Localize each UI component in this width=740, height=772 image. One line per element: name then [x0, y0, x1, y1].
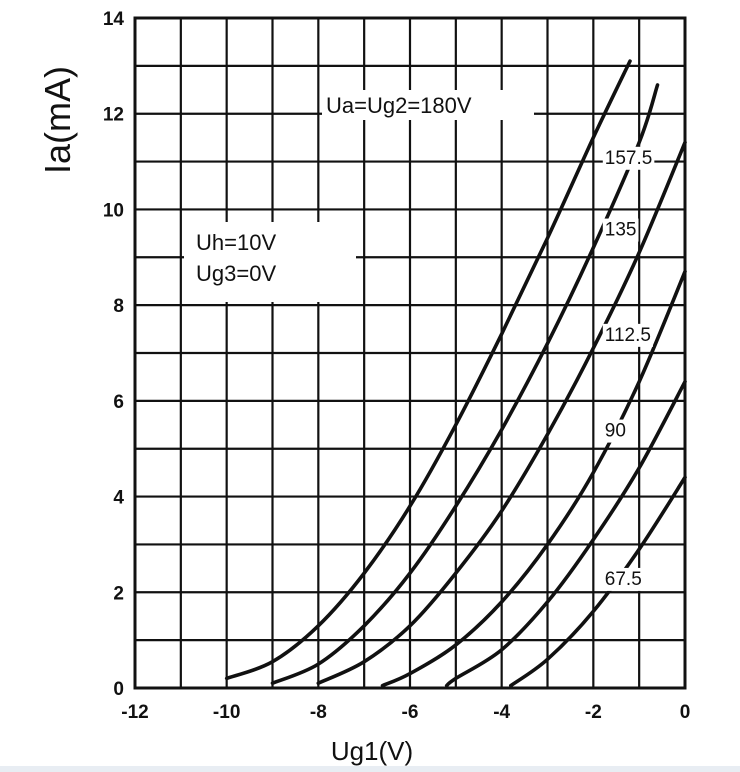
chart-grid — [133, 16, 687, 690]
y-tick-label: 12 — [103, 105, 124, 126]
series-curve — [224, 59, 632, 681]
series-curve — [380, 269, 687, 688]
annotation-supply: Ua=Ug2=180V — [326, 93, 472, 118]
x-tick-label: -6 — [402, 702, 419, 723]
x-tick-label: -4 — [493, 702, 510, 723]
y-tick-label: 6 — [113, 392, 124, 413]
y-tick-label: 2 — [113, 583, 124, 604]
annotation-box-supply: Ua=Ug2=180V — [322, 90, 534, 120]
series-label-background — [602, 146, 655, 170]
series-label-background — [602, 218, 639, 242]
x-tick-label: -12 — [121, 702, 148, 723]
y-tick-label: 0 — [113, 679, 124, 700]
x-tick-label: -2 — [585, 702, 602, 723]
series-curve — [509, 475, 687, 688]
x-tick-label: -10 — [213, 702, 240, 723]
x-tick-label: 0 — [680, 702, 691, 723]
series-label: 90 — [605, 421, 626, 442]
y-tick-label: 10 — [103, 200, 124, 221]
y-tick-label: 8 — [113, 296, 124, 317]
series-label: 135 — [605, 220, 637, 241]
plot-frame — [133, 16, 687, 690]
annotation-g3: Ug3=0V — [196, 261, 276, 286]
series-label-background — [602, 567, 644, 591]
x-axis-title: Ug1(V) — [331, 736, 413, 766]
chart-tick-labels: -12 -10 -8 -6 -4 -2 0 0 2 4 6 8 10 12 14 — [103, 9, 690, 723]
y-axis-title: Ia(mA) — [37, 66, 78, 174]
series-label-background — [602, 419, 628, 443]
y-tick-label: 4 — [113, 488, 124, 509]
series-label: 157.5 — [605, 148, 653, 169]
series-curve — [444, 379, 687, 688]
bottom-strip — [0, 766, 740, 772]
series-curve — [316, 140, 687, 685]
series-label: 67.5 — [605, 569, 642, 590]
series-curve — [270, 83, 660, 685]
annotation-heater: Uh=10V — [196, 230, 276, 255]
series-label-background — [602, 323, 653, 347]
y-tick-label: 14 — [103, 9, 125, 30]
x-tick-label: -8 — [310, 702, 327, 723]
chart-curves: 157.5 135 112.5 90 67.5 — [224, 59, 687, 688]
annotation-box-heater: Uh=10V Ug3=0V — [184, 222, 356, 302]
series-label: 112.5 — [605, 325, 651, 346]
